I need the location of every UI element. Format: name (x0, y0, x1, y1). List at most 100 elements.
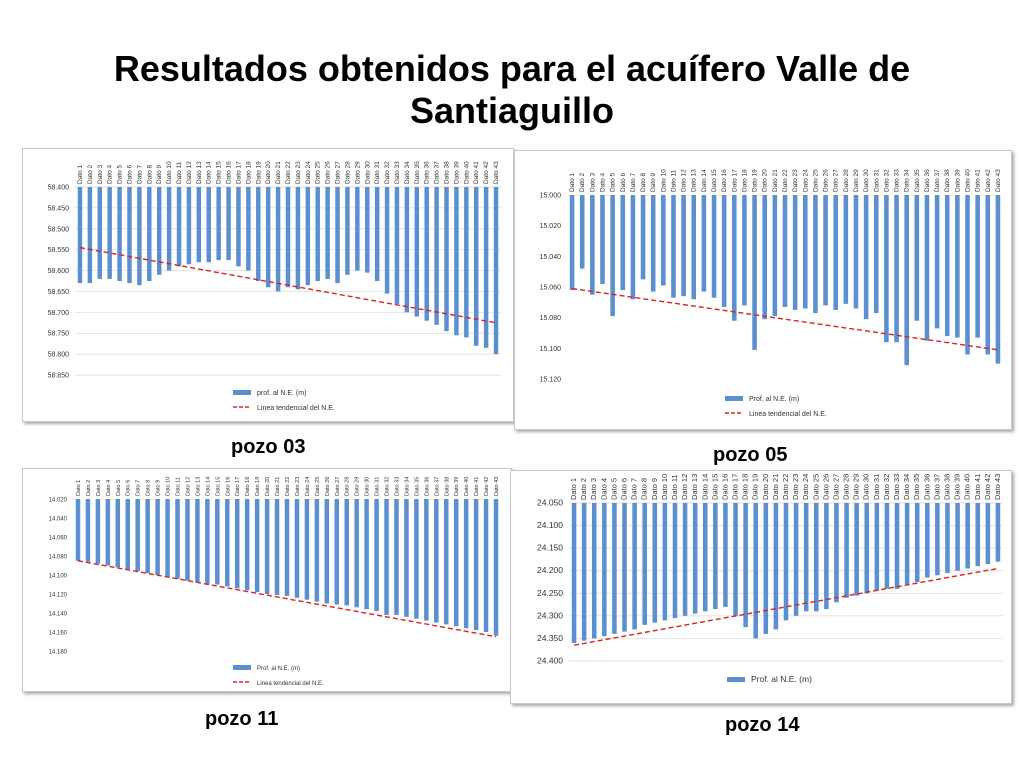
c1-category-label-3: Dato 3 (589, 172, 596, 192)
c3-category-label-41: Dato 41 (973, 474, 982, 500)
c1-bar-42 (985, 195, 991, 355)
c0-category-label-4: Dato 4 (107, 164, 114, 184)
c2-bar-25 (314, 499, 320, 602)
c3-bar-30 (864, 503, 870, 594)
c2-y-tick-label-4: 14.100 (49, 574, 68, 580)
c3-bar-2 (581, 503, 587, 641)
c1-bar-21 (772, 195, 778, 317)
c0-bar-36 (424, 187, 429, 321)
c2-bar-3 (95, 499, 101, 564)
c0-bar-3 (97, 187, 102, 279)
c3-bar-24 (803, 503, 809, 612)
c0-bar-8 (147, 187, 152, 281)
c1-bar-5 (610, 195, 615, 317)
c1-category-label-12: Dato 12 (681, 169, 688, 192)
c2-category-label-36: Dato 36 (424, 477, 430, 496)
c3-category-label-35: Dato 35 (912, 474, 921, 500)
c2-category-label-14: Dato 14 (205, 477, 211, 496)
c2-bar-40 (463, 499, 469, 629)
c0-category-label-30: Dato 30 (364, 161, 371, 184)
c0-y-tick-label-0: 58.400 (48, 185, 70, 192)
c2-bar-22 (284, 499, 290, 596)
c1-category-label-9: Dato 9 (650, 172, 657, 192)
c0-bar-28 (345, 187, 350, 275)
c0-bar-38 (444, 187, 449, 332)
c3-bar-28 (844, 503, 849, 598)
c0-category-label-5: Dato 5 (117, 164, 124, 184)
c0-bar-23 (295, 187, 301, 290)
c2-bar-21 (274, 499, 280, 595)
c0-bar-40 (464, 187, 469, 338)
c1-category-label-8: Dato 8 (640, 172, 647, 192)
c1-category-label-32: Dato 32 (883, 169, 890, 192)
c2-legend-label-bars: Prof. al N.E. (m) (257, 666, 300, 672)
c0-category-label-27: Dato 27 (335, 161, 342, 184)
c0-category-label-9: Dato 9 (156, 164, 163, 184)
c2-bar-43 (493, 499, 499, 636)
c1-bar-29 (853, 195, 859, 309)
c3-bar-18 (743, 503, 748, 628)
c0-bar-37 (434, 187, 439, 325)
c3-category-label-3: Dato 3 (589, 478, 598, 500)
c0-category-label-19: Dato 19 (255, 161, 262, 184)
caption-pozo-03: pozo 03 (231, 436, 306, 458)
c3-category-label-17: Dato 17 (731, 474, 740, 500)
c0-category-label-17: Dato 17 (235, 161, 242, 184)
c0-bar-31 (374, 187, 380, 281)
c2-y-tick-label-1: 14.040 (49, 517, 68, 523)
c1-category-label-7: Dato 7 (630, 172, 637, 192)
c0-bar-22 (285, 187, 291, 288)
c1-category-label-16: Dato 16 (721, 169, 728, 192)
c2-bar-31 (374, 499, 379, 612)
c2-category-label-6: Dato 6 (126, 480, 132, 496)
c1-category-label-42: Dato 42 (985, 169, 992, 192)
c0-legend-label-trend: Linea tendencial del N.E. (257, 405, 335, 412)
chart-panel-pozo-11: 14.020 14.040 14.060 14.080 14.100 14.120 14.1… (22, 468, 512, 692)
c2-bar-23 (294, 499, 300, 598)
c2-bar-20 (264, 499, 270, 594)
c2-category-label-29: Dato 29 (355, 477, 361, 496)
c1-category-label-22: Dato 22 (782, 169, 789, 192)
c1-bar-35 (914, 195, 920, 321)
c3-bar-4 (602, 503, 607, 637)
c0-bar-26 (325, 187, 330, 279)
c2-category-label-37: Dato 37 (434, 477, 440, 496)
c3-category-label-4: Dato 4 (599, 478, 608, 500)
c1-y-tick-label-1: 15.020 (540, 223, 562, 230)
c0-category-label-37: Dato 37 (434, 161, 441, 184)
c1-bar-26 (823, 195, 828, 306)
c2-bar-11 (175, 499, 180, 579)
c2-category-label-38: Dato 38 (444, 477, 450, 496)
c3-bar-27 (834, 503, 839, 603)
c2-bar-14 (205, 499, 210, 585)
chart-panel-pozo-03: 58.400 58.450 58.500 58.550 58.600 58.650 58.7… (22, 148, 514, 422)
c0-category-label-20: Dato 20 (265, 161, 272, 184)
c0-y-tick-label-9: 58.850 (48, 373, 70, 380)
c3-y-tick-label-0: 24.050 (537, 498, 563, 508)
c0-bar-13 (196, 187, 202, 263)
c2-bar-37 (434, 499, 439, 623)
c2-category-label-35: Dato 35 (414, 477, 420, 496)
caption-pozo-11: pozo 11 (205, 708, 279, 730)
c0-bar-35 (414, 187, 420, 317)
c2-category-label-23: Dato 23 (295, 477, 301, 496)
c0-y-tick-label-7: 58.750 (48, 331, 70, 338)
c1-bar-34 (904, 195, 909, 366)
c0-bar-42 (483, 187, 489, 348)
c3-bar-11 (672, 503, 678, 619)
c2-category-label-17: Dato 17 (235, 477, 241, 496)
c0-bar-10 (166, 187, 172, 271)
c3-category-label-14: Dato 14 (700, 474, 709, 500)
c3-legend-label-bars: Prof. al N.E. (m) (751, 674, 812, 684)
c2-bar-29 (354, 499, 359, 608)
chart-panel-pozo-05: 15.000 15.020 15.040 15.060 15.080 15.100 15.1… (514, 150, 1012, 430)
c0-bar-1 (77, 187, 83, 284)
c0-y-tick-label-2: 58.500 (48, 226, 70, 233)
c2-category-label-30: Dato 30 (365, 477, 371, 496)
c0-bar-32 (384, 187, 390, 294)
c1-bar-24 (802, 195, 808, 309)
c3-bar-40 (965, 503, 970, 569)
c0-bar-30 (365, 187, 370, 273)
c1-category-label-2: Dato 2 (579, 172, 586, 192)
c1-bar-31 (873, 195, 879, 314)
